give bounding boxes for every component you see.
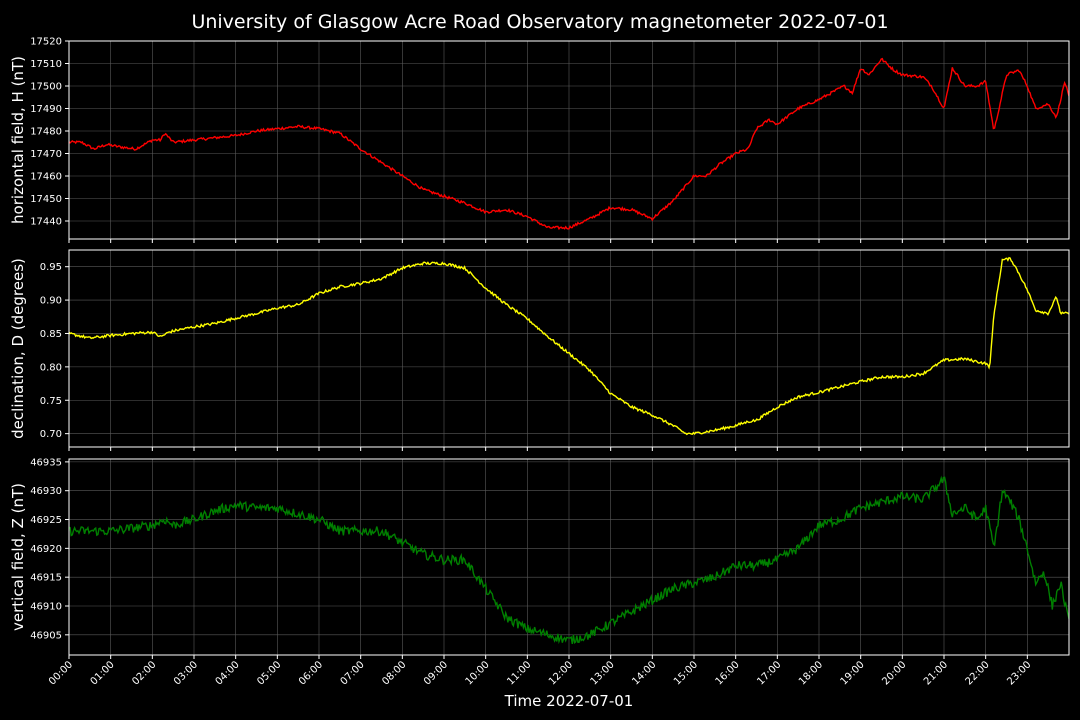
y-tick-label: 0.95 xyxy=(40,262,62,273)
panel-h-field: 17440 17450 17460 17470 17480 17490 17500 17510… xyxy=(9,37,1070,243)
y-tick-label: 46910 xyxy=(30,602,62,613)
series-line-declination xyxy=(69,256,1069,436)
y-tick-label: 0.75 xyxy=(40,396,62,407)
series-line-h-field xyxy=(69,57,1069,231)
y-tick-label: 17520 xyxy=(30,37,62,48)
series-line-z-field xyxy=(69,475,1069,645)
y-tick-label: 17470 xyxy=(30,149,62,160)
y-tick-label: 0.85 xyxy=(40,329,62,340)
y-tick-label: 17440 xyxy=(30,217,62,228)
y-tick-label: 17450 xyxy=(30,194,62,205)
axes-frame xyxy=(68,458,1070,656)
y-tick-label: 17510 xyxy=(30,59,62,70)
y-tick-label: 46930 xyxy=(30,486,62,497)
y-tick-label: 46905 xyxy=(30,630,62,641)
y-tick-label: 0.70 xyxy=(40,429,62,440)
axes-frame xyxy=(68,40,1070,240)
y-tick-label: 17490 xyxy=(30,104,62,115)
chart-title: University of Glasgow Acre Road Observat… xyxy=(191,11,888,33)
y-tick-label: 17500 xyxy=(30,82,62,93)
y-tick-label: 17480 xyxy=(30,127,62,138)
y-tick-label: 46925 xyxy=(30,515,62,526)
panel-declination: 0.70 0.75 0.80 0.85 0.90 0.95 declination, D (… xyxy=(9,249,1070,451)
y-axis-label-h-field: horizontal field, H (nT) xyxy=(9,56,27,224)
y-axis-label-declination: declination, D (degrees) xyxy=(9,258,27,439)
y-tick-label: 46935 xyxy=(30,457,62,468)
y-tick-label: 46915 xyxy=(30,573,62,584)
axes-frame xyxy=(68,249,1070,448)
y-tick-label: 17460 xyxy=(30,172,62,183)
y-axis-label-z-field: vertical field, Z (nT) xyxy=(9,483,27,631)
y-tick-label: 46920 xyxy=(30,544,62,555)
y-tick-label: 0.90 xyxy=(40,296,62,307)
y-tick-label: 0.80 xyxy=(40,362,62,373)
x-axis-label: Time 2022-07-01 xyxy=(504,692,634,710)
